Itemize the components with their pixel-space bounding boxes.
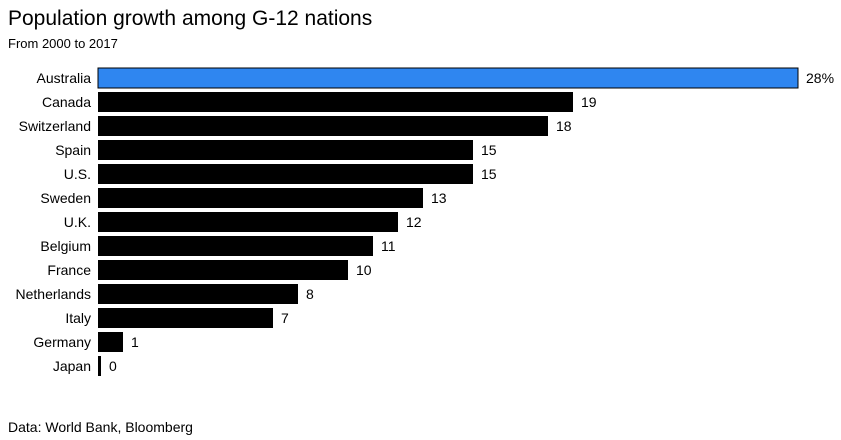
category-label-belgium: Belgium [40,238,91,254]
bar-spain [98,140,473,160]
bar-belgium [98,236,373,256]
bar-france [98,260,348,280]
value-label-france: 10 [356,262,372,278]
category-label-canada: Canada [42,94,91,110]
bar-u-k [98,212,398,232]
category-label-u-s: U.S. [64,166,91,182]
bar-u-s [98,164,473,184]
value-label-u-k: 12 [406,214,422,230]
category-label-u-k: U.K. [64,214,91,230]
value-label-netherlands: 8 [306,286,314,302]
category-label-japan: Japan [53,358,91,374]
value-label-sweden: 13 [431,190,447,206]
category-label-sweden: Sweden [40,190,91,206]
category-label-france: France [47,262,91,278]
value-label-switzerland: 18 [556,118,572,134]
bar-italy [98,308,273,328]
chart-title: Population growth among G-12 nations [8,7,373,30]
bar-switzerland [98,116,548,136]
bar-japan [98,356,101,376]
bar-netherlands [98,284,298,304]
category-label-australia: Australia [37,70,92,86]
value-label-canada: 19 [581,94,597,110]
value-label-spain: 15 [481,142,497,158]
bar-sweden [98,188,423,208]
bar-germany [98,332,123,352]
value-label-australia: 28% [806,70,834,86]
bar-canada [98,92,573,112]
category-label-switzerland: Switzerland [19,118,91,134]
source-note: Data: World Bank, Bloomberg [8,419,193,435]
chart-subtitle: From 2000 to 2017 [8,36,118,51]
category-label-italy: Italy [65,310,91,326]
category-label-spain: Spain [55,142,91,158]
value-label-belgium: 11 [381,238,396,254]
category-label-netherlands: Netherlands [16,286,92,302]
value-label-italy: 7 [281,310,289,326]
value-label-germany: 1 [131,334,139,350]
value-label-u-s: 15 [481,166,497,182]
bar-australia [97,67,799,89]
category-label-germany: Germany [33,334,91,350]
value-label-japan: 0 [109,358,117,374]
